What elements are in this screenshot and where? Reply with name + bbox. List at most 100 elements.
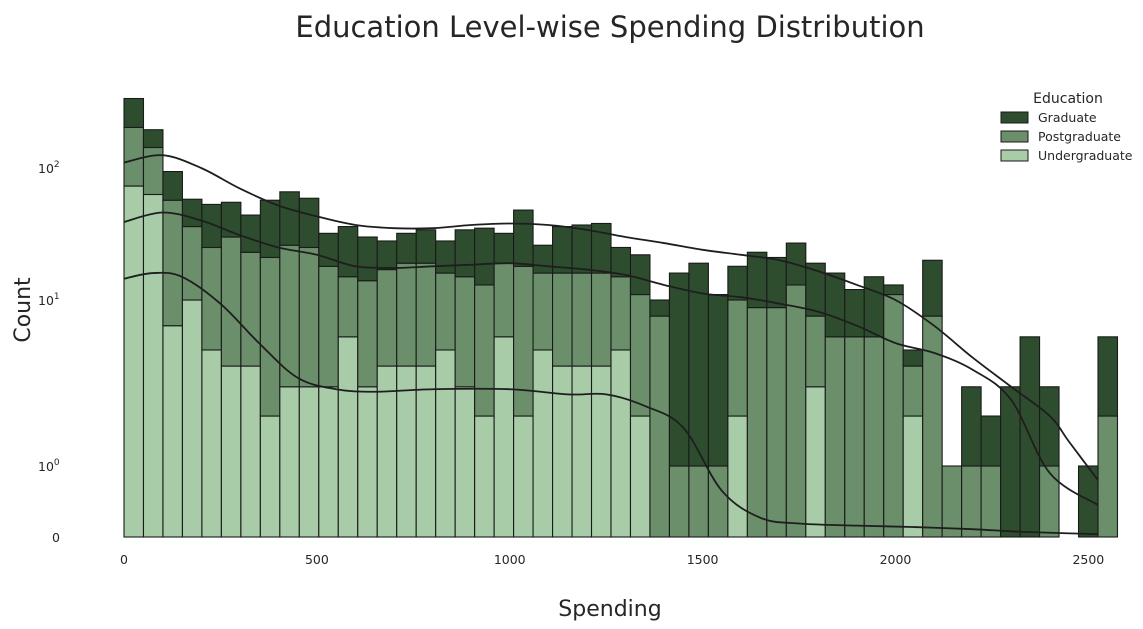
bar-postgraduate-bin-31 (727, 299, 748, 417)
bar-postgraduate-bin-3 (181, 226, 203, 301)
bar-undergraduate-bin-1 (142, 193, 164, 538)
bar-undergraduate-bin-17 (454, 386, 476, 538)
bar-graduate-bin-9 (298, 197, 320, 249)
bar-postgraduate-bin-0 (123, 126, 145, 187)
bar-undergraduate-bin-40 (902, 415, 924, 538)
legend-label-undergraduate: Undergraduate (1038, 148, 1133, 163)
bar-postgraduate-bin-13 (376, 269, 398, 367)
x-tick-label: 2500 (1072, 552, 1104, 567)
bar-postgraduate-bin-21 (532, 272, 554, 351)
bar-graduate-bin-37 (844, 288, 865, 338)
bar-postgraduate-bin-35 (805, 315, 826, 388)
bar-undergraduate-bin-11 (337, 336, 359, 538)
bar-graduate-bin-11 (337, 226, 359, 278)
y-tick-base: 10 (38, 293, 54, 308)
bar-graduate-bin-3 (181, 198, 203, 228)
bar-graduate-bin-50 (1097, 336, 1119, 417)
bar-postgraduate-bin-16 (435, 272, 456, 351)
bar-postgraduate-bin-17 (454, 276, 476, 388)
bar-postgraduate-bin-15 (415, 262, 437, 367)
bar-undergraduate-bin-15 (415, 365, 437, 538)
bar-undergraduate-bin-16 (435, 349, 456, 538)
bar-undergraduate-bin-3 (181, 299, 203, 538)
bar-graduate-bin-33 (766, 256, 787, 309)
bar-undergraduate-bin-14 (396, 365, 417, 538)
bar-graduate-bin-6 (240, 214, 261, 253)
bar-postgraduate-bin-25 (610, 276, 632, 351)
bar-graduate-bin-21 (532, 244, 554, 274)
x-tick-label: 1500 (687, 552, 719, 567)
bar-postgraduate-bin-41 (922, 315, 943, 538)
bar-postgraduate-bin-26 (629, 293, 651, 417)
bar-postgraduate-bin-42 (941, 465, 963, 538)
bar-undergraduate-bin-19 (493, 336, 515, 538)
bar-postgraduate-bin-33 (766, 307, 787, 538)
bar-graduate-bin-38 (863, 276, 885, 338)
bar-undergraduate-bin-2 (162, 325, 183, 538)
bar-postgraduate-bin-20 (513, 265, 534, 417)
bar-postgraduate-bin-14 (396, 262, 417, 367)
bar-graduate-bin-20 (513, 209, 534, 267)
bar-undergraduate-bin-20 (513, 415, 534, 538)
y-tick-exponent: 0 (54, 458, 60, 468)
bar-postgraduate-bin-10 (318, 265, 339, 388)
bar-postgraduate-bin-38 (863, 336, 885, 538)
x-tick-label: 1000 (494, 552, 526, 567)
bar-postgraduate-bin-50 (1097, 415, 1119, 538)
bar-undergraduate-bin-5 (220, 365, 242, 538)
bar-undergraduate-bin-4 (201, 349, 222, 538)
bar-graduate-bin-36 (824, 272, 846, 338)
bar-undergraduate-bin-22 (552, 365, 573, 538)
bar-graduate-bin-23 (571, 224, 593, 274)
y-tick-label: 0 (52, 530, 60, 545)
kde-curve-postgraduate (123, 211, 1099, 506)
bar-undergraduate-bin-23 (571, 365, 593, 538)
bar-postgraduate-bin-4 (201, 246, 222, 351)
bar-graduate-bin-27 (649, 299, 670, 317)
legend-label-postgraduate: Postgraduate (1038, 129, 1121, 144)
legend-swatch-postgraduate (1000, 130, 1029, 143)
bar-undergraduate-bin-21 (532, 349, 554, 538)
bar-postgraduate-bin-22 (552, 272, 573, 367)
bar-graduate-bin-47 (1039, 386, 1060, 467)
bar-graduate-bin-7 (259, 199, 281, 259)
bar-undergraduate-bin-35 (805, 386, 826, 538)
bar-graduate-bin-2 (162, 171, 183, 201)
bar-undergraduate-bin-7 (259, 415, 281, 538)
bar-graduate-bin-0 (123, 97, 145, 128)
bar-graduate-bin-44 (980, 415, 1002, 467)
bar-postgraduate-bin-18 (474, 284, 495, 417)
bar-graduate-bin-19 (493, 232, 515, 264)
bar-undergraduate-bin-6 (240, 365, 261, 538)
y-tick-label: 102 (38, 160, 60, 176)
legend-label-graduate: Graduate (1038, 110, 1097, 125)
bar-undergraduate-bin-31 (727, 415, 748, 538)
y-axis-label: Count (11, 277, 36, 343)
bar-graduate-bin-17 (454, 229, 476, 278)
bar-postgraduate-bin-2 (162, 199, 183, 327)
bar-postgraduate-bin-23 (571, 272, 593, 367)
x-tick-label: 0 (120, 552, 128, 567)
x-tick-label: 2000 (880, 552, 912, 567)
x-tick-label: 500 (305, 552, 329, 567)
kde-layer (123, 154, 1099, 536)
kde-curve-graduate (123, 154, 1099, 481)
bar-postgraduate-bin-44 (980, 465, 1002, 538)
bar-postgraduate-bin-32 (746, 307, 768, 538)
bar-undergraduate-bin-12 (357, 386, 378, 538)
bar-undergraduate-bin-9 (298, 386, 320, 538)
legend: Education Graduate Postgraduate Undergradua… (1000, 91, 1133, 163)
bar-postgraduate-bin-30 (707, 465, 729, 538)
y-tick-exponent: 2 (54, 160, 60, 170)
bar-undergraduate-bin-25 (610, 349, 632, 538)
bar-undergraduate-bin-10 (318, 386, 339, 538)
bar-graduate-bin-43 (961, 386, 982, 467)
x-axis-label: Spending (558, 597, 661, 622)
bar-postgraduate-bin-37 (844, 336, 865, 538)
bar-undergraduate-bin-26 (629, 415, 651, 538)
bar-postgraduate-bin-6 (240, 251, 261, 367)
bar-postgraduate-bin-9 (298, 246, 320, 388)
y-tick-base: 10 (38, 161, 54, 176)
bar-postgraduate-bin-28 (668, 465, 690, 538)
